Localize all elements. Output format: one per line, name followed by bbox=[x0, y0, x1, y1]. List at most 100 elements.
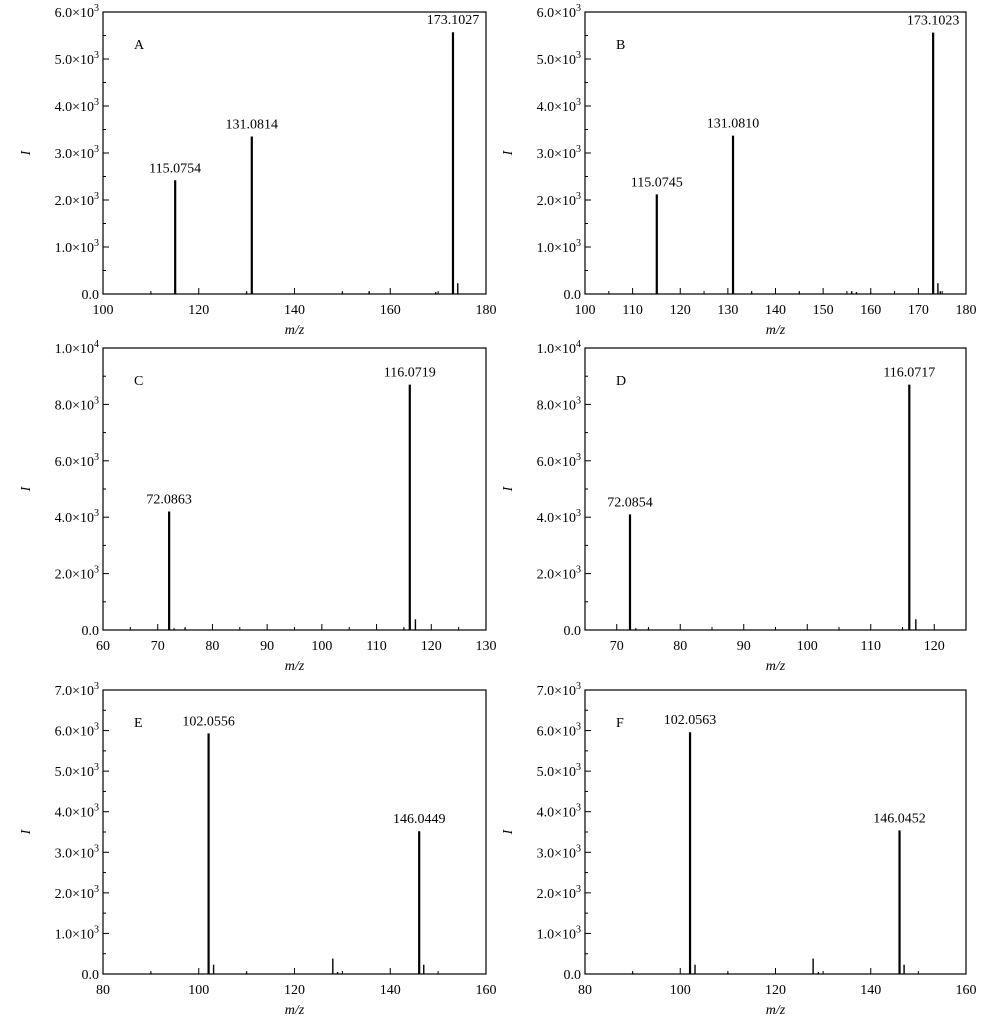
peak-label: 173.1023 bbox=[907, 14, 960, 29]
peak-label: 115.0754 bbox=[149, 161, 201, 176]
x-axis-label: m/z bbox=[285, 1003, 305, 1018]
y-axis-label: I bbox=[501, 485, 516, 492]
chart-panel-a: 100 120 140 160 180 0.0 1.0×103 2.0×103 3.0×103 4… bbox=[19, 3, 497, 338]
x-tick-label: 140 bbox=[380, 983, 401, 998]
y-tick-label: 7.0×103 bbox=[55, 681, 99, 699]
y-tick-label: 5.0×103 bbox=[537, 50, 581, 68]
peak-label: 146.0449 bbox=[393, 812, 446, 827]
y-tick-label: 1.0×103 bbox=[537, 238, 581, 256]
y-tick-label: 8.0×103 bbox=[55, 395, 99, 413]
x-tick-label: 80 bbox=[673, 639, 687, 654]
x-tick-label: 80 bbox=[96, 983, 110, 998]
panel-letter: D bbox=[616, 374, 626, 389]
x-tick-label: 130 bbox=[476, 639, 497, 654]
x-tick-label: 180 bbox=[956, 303, 977, 318]
y-tick-label: 3.0×103 bbox=[537, 843, 581, 861]
peak-label: 102.0563 bbox=[664, 713, 717, 728]
peak-label: 131.0814 bbox=[226, 118, 279, 133]
y-tick-label: 2.0×103 bbox=[537, 191, 581, 209]
y-tick-label: 6.0×103 bbox=[55, 3, 99, 21]
x-tick-label: 70 bbox=[151, 639, 165, 654]
peak-label: 115.0745 bbox=[631, 175, 683, 190]
y-axis-label: I bbox=[501, 828, 516, 835]
y-tick-label: 7.0×103 bbox=[537, 681, 581, 699]
y-tick-label: 8.0×103 bbox=[537, 395, 581, 413]
y-tick-label: 4.0×103 bbox=[55, 508, 99, 526]
y-tick-label: 0.0 bbox=[82, 288, 100, 303]
x-tick-label: 150 bbox=[813, 303, 834, 318]
y-tick-label: 4.0×103 bbox=[537, 97, 581, 115]
x-tick-label: 110 bbox=[861, 639, 881, 654]
x-tick-label: 110 bbox=[366, 639, 386, 654]
y-tick-label: 2.0×103 bbox=[537, 884, 581, 902]
x-tick-label: 180 bbox=[476, 303, 497, 318]
x-tick-label: 120 bbox=[421, 639, 442, 654]
y-tick-label: 0.0 bbox=[564, 624, 582, 639]
chart-panel-f: 80 100 120 140 160 0.0 1.0×103 2.0×103 3.0×103 4.… bbox=[501, 681, 977, 1018]
x-tick-label: 110 bbox=[622, 303, 642, 318]
y-tick-label: 5.0×103 bbox=[537, 762, 581, 780]
y-tick-label: 6.0×103 bbox=[55, 452, 99, 470]
y-axis-label: I bbox=[19, 149, 34, 156]
y-tick-label: 4.0×103 bbox=[55, 97, 99, 115]
x-tick-label: 140 bbox=[765, 303, 786, 318]
x-axis-label: m/z bbox=[285, 659, 305, 674]
x-tick-label: 100 bbox=[93, 303, 114, 318]
x-tick-label: 90 bbox=[260, 639, 274, 654]
y-tick-label: 1.0×103 bbox=[55, 924, 99, 942]
x-tick-label: 80 bbox=[205, 639, 219, 654]
x-tick-label: 90 bbox=[737, 639, 751, 654]
y-tick-label: 4.0×103 bbox=[55, 803, 99, 821]
x-tick-label: 120 bbox=[670, 303, 691, 318]
y-tick-label: 6.0×103 bbox=[55, 722, 99, 740]
x-tick-label: 100 bbox=[797, 639, 818, 654]
peak-label: 72.0854 bbox=[607, 495, 653, 510]
x-tick-label: 130 bbox=[717, 303, 738, 318]
y-tick-label: 3.0×103 bbox=[55, 843, 99, 861]
x-axis-label: m/z bbox=[766, 323, 786, 338]
y-tick-label: 0.0 bbox=[564, 968, 582, 983]
panel-letter: C bbox=[134, 374, 143, 389]
panel-letter: A bbox=[134, 38, 145, 53]
y-tick-label: 0.0 bbox=[564, 288, 582, 303]
x-axis-label: m/z bbox=[285, 323, 305, 338]
panel-letter: F bbox=[616, 716, 624, 731]
plot-frame bbox=[584, 11, 967, 295]
x-tick-label: 140 bbox=[284, 303, 305, 318]
y-tick-label: 2.0×103 bbox=[537, 565, 581, 583]
x-tick-label: 140 bbox=[860, 983, 881, 998]
y-tick-label: 3.0×103 bbox=[537, 144, 581, 162]
x-tick-label: 160 bbox=[956, 983, 977, 998]
x-axis-label: m/z bbox=[766, 659, 786, 674]
y-tick-label: 5.0×103 bbox=[55, 50, 99, 68]
peak-label: 102.0556 bbox=[182, 714, 235, 729]
x-tick-label: 100 bbox=[670, 983, 691, 998]
x-tick-label: 120 bbox=[284, 983, 305, 998]
y-tick-label: 4.0×103 bbox=[537, 508, 581, 526]
peak-label: 116.0717 bbox=[883, 366, 935, 381]
chart-panel-c: 60 70 80 90 100 110 120 130 0.0 2.0×103 4.0×103 6.0… bbox=[19, 339, 497, 674]
chart-panel-d: 70 80 90 100 110 120 0.0 2.0×103 4.0×103 6.0×103 8… bbox=[501, 339, 967, 674]
y-axis-label: I bbox=[501, 149, 516, 156]
y-tick-label: 4.0×103 bbox=[537, 803, 581, 821]
x-tick-label: 120 bbox=[188, 303, 209, 318]
x-tick-label: 120 bbox=[765, 983, 786, 998]
chart-panel-e: 80 100 120 140 160 0.0 1.0×103 2.0×103 3.0×103 4.… bbox=[19, 681, 497, 1018]
x-tick-label: 160 bbox=[476, 983, 497, 998]
x-tick-label: 60 bbox=[96, 639, 110, 654]
y-tick-label: 3.0×103 bbox=[55, 144, 99, 162]
y-axis-label: I bbox=[19, 828, 34, 835]
y-tick-label: 1.0×103 bbox=[55, 238, 99, 256]
y-tick-label: 6.0×103 bbox=[537, 722, 581, 740]
x-tick-label: 100 bbox=[188, 983, 209, 998]
x-tick-label: 120 bbox=[924, 639, 945, 654]
peak-label: 72.0863 bbox=[146, 493, 192, 508]
y-tick-label: 1.0×103 bbox=[537, 924, 581, 942]
x-tick-label: 160 bbox=[380, 303, 401, 318]
x-axis-label: m/z bbox=[766, 1003, 786, 1018]
y-tick-label: 5.0×103 bbox=[55, 762, 99, 780]
plot-frame bbox=[102, 11, 487, 295]
y-tick-label: 2.0×103 bbox=[55, 565, 99, 583]
y-tick-label: 6.0×103 bbox=[537, 3, 581, 21]
peak-label: 173.1027 bbox=[427, 13, 480, 28]
